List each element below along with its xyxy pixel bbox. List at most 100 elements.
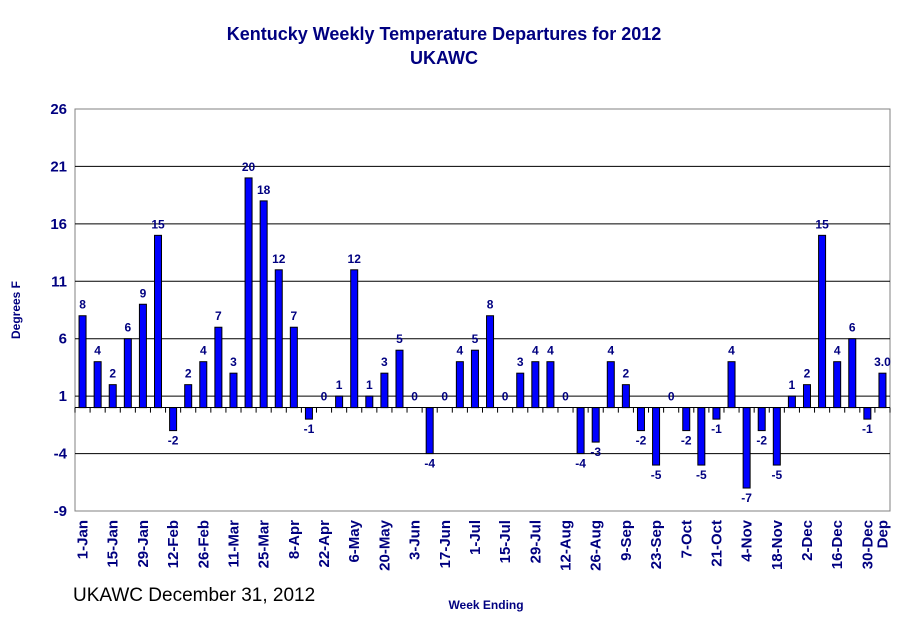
x-tick-label: 25-Mar (256, 520, 273, 569)
x-tick-label: 23-Sep (648, 520, 665, 569)
data-label: 1 (366, 378, 373, 392)
bar (380, 372, 389, 409)
data-label: 0 (441, 390, 448, 404)
x-tick-label: 29-Jan (135, 520, 152, 568)
x-tick-label: 22-Apr (316, 520, 333, 568)
data-label: 3 (381, 355, 388, 369)
data-label: 9 (140, 286, 147, 300)
bar (516, 372, 525, 409)
bar (274, 269, 283, 409)
chart-subtitle: UKAWC (410, 48, 478, 68)
data-label: 8 (487, 298, 494, 312)
bar (184, 384, 193, 409)
y-tick-label: -4 (54, 446, 68, 463)
data-label: 6 (124, 321, 131, 335)
gridlines (75, 165, 890, 455)
y-tick-label: 6 (59, 331, 67, 348)
x-tick-label: 6-May (346, 519, 363, 562)
data-label: 20 (242, 160, 256, 174)
x-tick-label: 4-Nov (739, 519, 756, 561)
x-tick-label: 26-Feb (195, 520, 212, 568)
data-label: 0 (502, 390, 509, 404)
y-tick-label: 26 (50, 101, 67, 118)
bar (697, 407, 706, 466)
data-label: 6 (849, 321, 856, 335)
x-tick-label: 1-Jan (75, 520, 92, 559)
bar (78, 315, 87, 409)
data-label: -3 (590, 445, 601, 459)
data-label: -2 (636, 434, 647, 448)
y-tick-label: 16 (50, 216, 67, 233)
x-tick-label: 21-Oct (708, 520, 725, 567)
data-label: 3.0 (874, 355, 891, 369)
bar (591, 407, 600, 443)
bars (78, 177, 887, 489)
bar (108, 384, 117, 409)
data-label: 2 (185, 367, 192, 381)
bar (229, 372, 238, 409)
x-axis-title: Week Ending (448, 598, 523, 612)
data-label: -2 (756, 434, 767, 448)
x-tick-label: 1-Jul (467, 520, 484, 555)
data-label: -7 (741, 491, 752, 505)
data-label: -5 (771, 468, 782, 482)
bar (455, 361, 464, 409)
bar (395, 349, 404, 409)
data-label: 1 (789, 378, 796, 392)
data-label: 15 (151, 217, 165, 231)
data-label: -1 (711, 422, 722, 436)
bar (802, 384, 811, 409)
y-axis-title: Degrees F (9, 281, 23, 339)
x-tick-label: 12-Feb (165, 520, 182, 568)
data-label: 2 (109, 367, 116, 381)
x-tick-label: 2-Dec (799, 520, 816, 561)
data-label: 4 (532, 344, 539, 358)
data-label: 4 (200, 344, 207, 358)
data-label: 7 (215, 309, 222, 323)
x-tick-label: 26-Aug (588, 520, 605, 571)
data-label: 18 (257, 183, 271, 197)
footer-note: UKAWC December 31, 2012 (73, 585, 315, 606)
x-tick-label: 30-Dec (859, 520, 876, 569)
bar (335, 395, 344, 409)
bar (606, 361, 615, 409)
bar (199, 361, 208, 409)
x-tick-label: Dep (874, 520, 891, 548)
bar (621, 384, 630, 409)
data-label: 8 (79, 298, 86, 312)
data-label: 5 (472, 332, 479, 346)
x-tick-label: 29-Jul (527, 520, 544, 563)
data-label: 0 (562, 390, 569, 404)
data-label: 5 (396, 332, 403, 346)
data-label: 4 (94, 344, 101, 358)
data-label: -1 (304, 422, 315, 436)
bar (727, 361, 736, 409)
bar (259, 200, 268, 409)
data-label: 2 (804, 367, 811, 381)
data-label: 4 (457, 344, 464, 358)
bar (214, 326, 223, 409)
chart-title: Kentucky Weekly Temperature Departures f… (227, 24, 662, 44)
bar (244, 177, 253, 409)
x-axis-tick-marks (74, 407, 891, 413)
x-tick-label: 9-Sep (618, 520, 635, 561)
x-tick-label: 3-Jun (407, 520, 424, 560)
data-label: 4 (728, 344, 735, 358)
x-tick-label: 15-Jul (497, 520, 514, 563)
bar (652, 407, 661, 466)
data-label: -4 (424, 457, 435, 471)
x-tick-label: 15-Jan (105, 520, 122, 568)
x-tick-label: 12-Aug (558, 520, 575, 571)
bar (138, 303, 147, 409)
bar (350, 269, 359, 409)
bar (470, 349, 479, 409)
bar (757, 407, 766, 432)
bar (154, 234, 163, 409)
y-tick-label: 11 (51, 273, 67, 290)
data-label: 12 (272, 252, 286, 266)
data-label: -5 (696, 468, 707, 482)
data-label: -4 (575, 457, 586, 471)
